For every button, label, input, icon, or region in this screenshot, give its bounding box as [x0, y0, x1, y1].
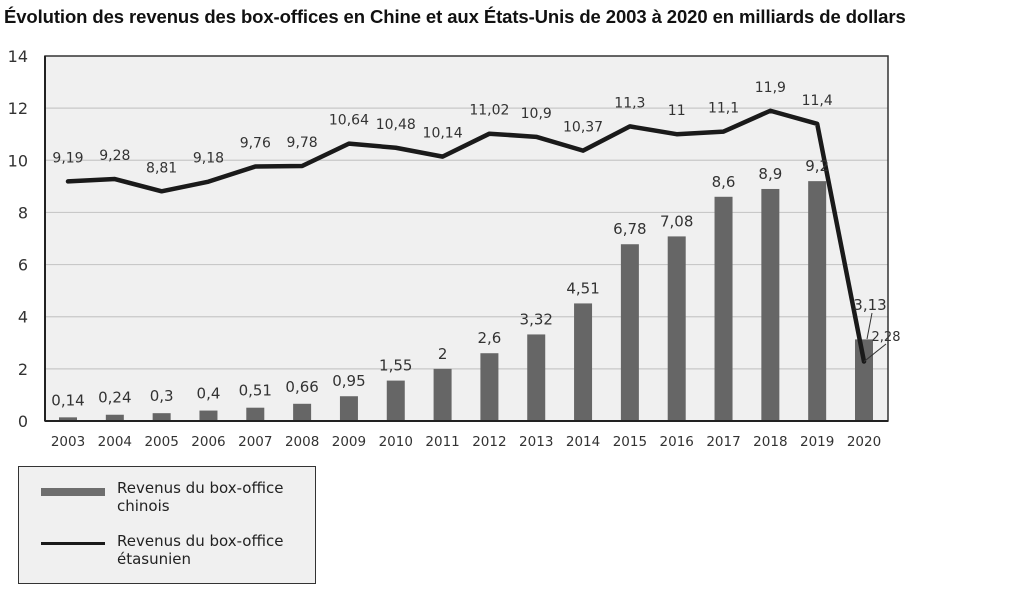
- bar-data-label: 1,55: [379, 357, 412, 375]
- bar-data-label: 0,24: [98, 389, 131, 407]
- legend-item-chinese: Revenus du box-office chinois: [41, 479, 317, 515]
- chart: 0,14 0,24 0,3 0,4 0,51 0,66 0,95 1,55 2 2,6 3,32 4,…: [8, 47, 901, 450]
- bar: [527, 334, 546, 421]
- y-tick-label: 2: [18, 360, 28, 379]
- y-tick-label: 10: [8, 151, 28, 170]
- x-tick-label: 2005: [144, 434, 178, 450]
- x-tick-label: 2013: [519, 434, 553, 450]
- line-data-label: 8,81: [146, 160, 177, 176]
- bar-data-label: 0,66: [285, 378, 318, 396]
- x-tick-label: 2010: [379, 434, 413, 450]
- bar-data-label: 6,78: [613, 220, 646, 238]
- legend-label-line1: Revenus du box-office: [117, 532, 284, 550]
- legend-label-us: Revenus du box-office étasunien: [117, 532, 317, 568]
- legend-line-swatch: [41, 542, 105, 545]
- bar-data-label: 2: [438, 345, 448, 363]
- line-data-label: 10,14: [423, 126, 463, 142]
- bar: [761, 188, 780, 421]
- legend-item-us: Revenus du box-office étasunien: [41, 532, 317, 568]
- bar: [59, 417, 77, 421]
- y-tick-label: 14: [8, 47, 28, 66]
- line-data-label: 2,28: [872, 330, 901, 345]
- line-data-label: 10,9: [521, 106, 552, 122]
- line-data-label: 10,64: [329, 113, 369, 129]
- bar-data-label: 0,14: [51, 391, 84, 409]
- x-tick-label: 2019: [800, 434, 834, 450]
- bar: [808, 181, 827, 421]
- bar-data-label: 0,3: [150, 387, 174, 405]
- line-data-label: 10,48: [376, 117, 416, 133]
- bar: [855, 339, 873, 421]
- bar: [199, 410, 218, 421]
- line-data-label: 11,3: [614, 95, 645, 111]
- leader-line-bar-2020: [866, 312, 873, 340]
- x-tick-label: 2020: [847, 434, 881, 450]
- y-tick-label: 0: [18, 412, 28, 431]
- bar-data-label: 8,6: [712, 173, 736, 191]
- x-tick-label: 2015: [613, 434, 647, 450]
- chart-title: Évolution des revenus des box-offices en…: [4, 6, 906, 27]
- y-tick-label: 8: [18, 203, 28, 222]
- bar: [386, 380, 405, 421]
- bar: [105, 414, 124, 421]
- x-tick-label: 2017: [706, 434, 740, 450]
- bar-data-label: 0,95: [332, 372, 365, 390]
- line-data-label: 11,1: [708, 101, 739, 117]
- line-data-label: 9,78: [287, 135, 318, 151]
- bar-data-label: 7,08: [660, 212, 693, 230]
- legend-bar-swatch: [41, 488, 105, 496]
- line-data-label: 11: [668, 103, 686, 119]
- bar-data-label: 2,6: [477, 329, 501, 347]
- x-tick-label: 2003: [51, 434, 85, 450]
- x-tick-label: 2018: [753, 434, 787, 450]
- bar: [433, 368, 452, 421]
- bar: [714, 196, 733, 421]
- bar: [620, 244, 639, 421]
- bar: [480, 353, 499, 421]
- x-tick-label: 2016: [660, 434, 694, 450]
- bar: [667, 236, 686, 421]
- legend-label-line2: étasunien: [117, 550, 192, 568]
- line-data-label: 11,9: [755, 80, 786, 96]
- bar-data-label: 3,32: [520, 310, 553, 328]
- line-series-us: [65, 108, 867, 364]
- line-data-label: 11,02: [469, 103, 509, 119]
- x-tick-label: 2012: [472, 434, 506, 450]
- bar: [339, 396, 358, 421]
- bar-data-label: 0,4: [197, 385, 221, 403]
- x-tick-label: 2009: [332, 434, 366, 450]
- legend-label-line2: chinois: [117, 497, 170, 515]
- x-tick-label: 2006: [191, 434, 225, 450]
- line-data-label: 9,76: [240, 136, 271, 152]
- leader-line-line-2020: [863, 343, 887, 362]
- y-tick-label: 12: [8, 99, 28, 118]
- legend-label-line1: Revenus du box-office: [117, 479, 284, 497]
- line-data-label: 9,28: [99, 148, 130, 164]
- bar-data-label: 8,9: [758, 165, 782, 183]
- bar-data-label: 9,2: [805, 157, 829, 175]
- bar: [574, 303, 593, 421]
- bar-data-label: 3,13: [853, 296, 886, 314]
- x-tick-label: 2014: [566, 434, 600, 450]
- line-data-label: 10,37: [563, 120, 603, 136]
- legend-label-chinese: Revenus du box-office chinois: [117, 479, 317, 515]
- x-tick-label: 2007: [238, 434, 272, 450]
- line-data-label: 9,19: [52, 150, 83, 166]
- x-tick-label: 2004: [98, 434, 132, 450]
- legend: Revenus du box-office chinois Revenus du…: [18, 466, 316, 584]
- y-tick-label: 6: [18, 256, 28, 275]
- bar: [293, 403, 312, 421]
- line-data-label: 9,18: [193, 151, 224, 167]
- plot-area: [45, 56, 888, 421]
- y-tick-label: 4: [18, 308, 28, 327]
- bar-data-label: 0,51: [239, 382, 272, 400]
- bar-data-label: 4,51: [566, 279, 599, 297]
- bar: [152, 413, 171, 421]
- x-tick-label: 2011: [425, 434, 459, 450]
- line-data-label: 11,4: [802, 93, 833, 109]
- bar: [246, 407, 265, 421]
- x-tick-label: 2008: [285, 434, 319, 450]
